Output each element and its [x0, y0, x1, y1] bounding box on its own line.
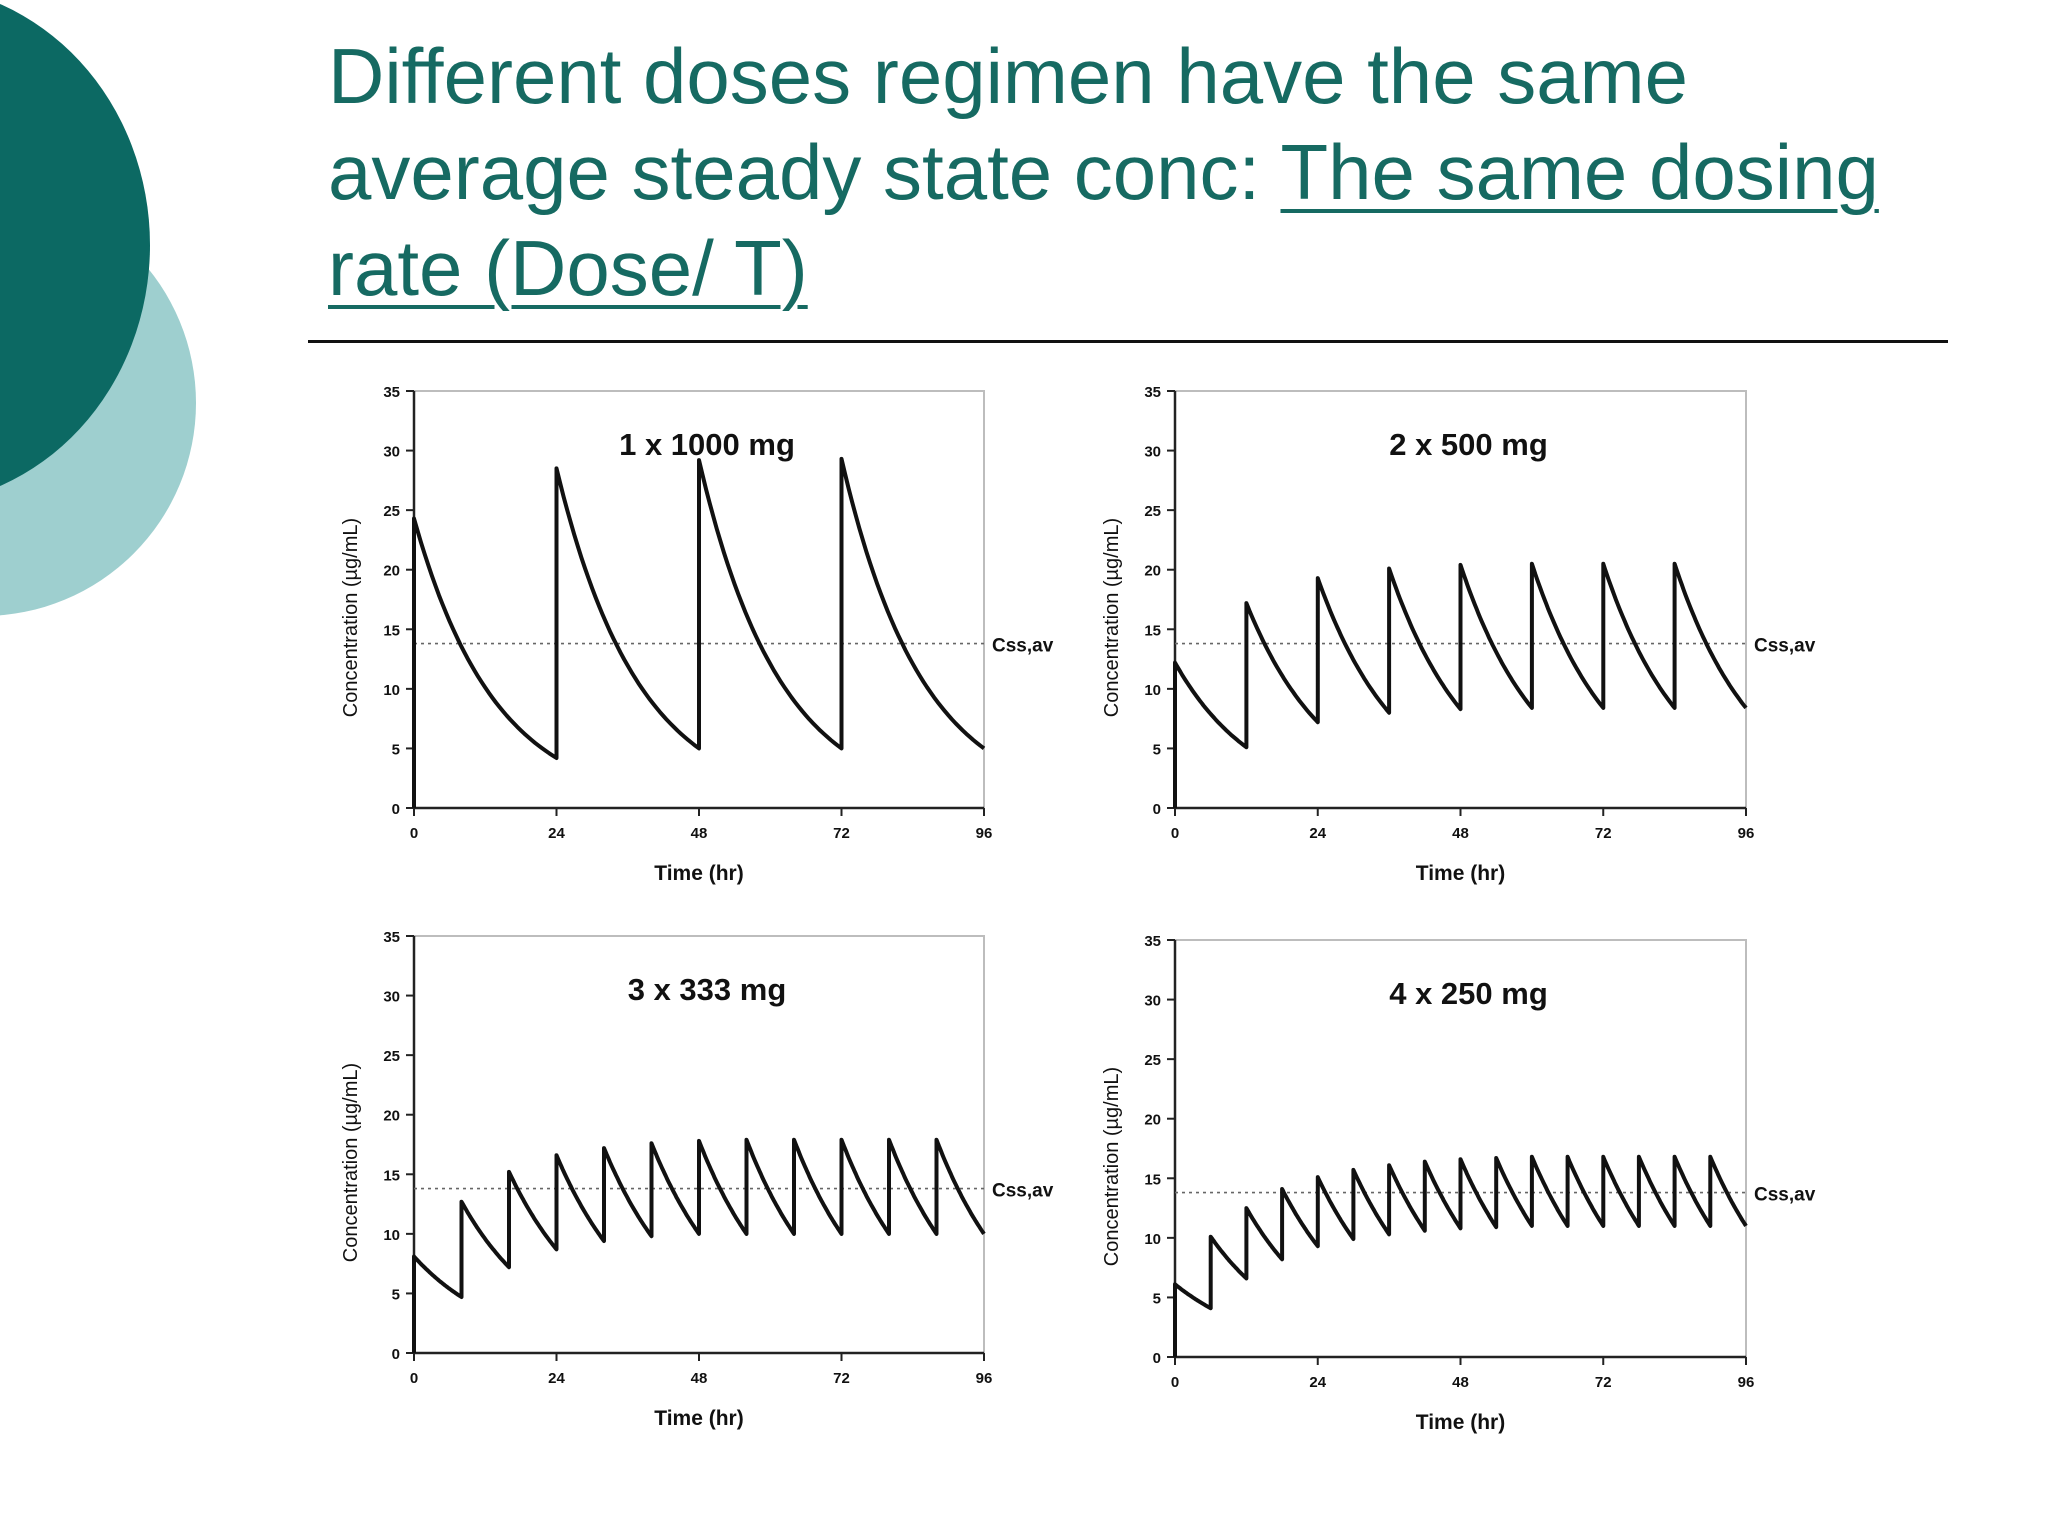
y-tick-label: 10 [1144, 682, 1161, 699]
slide-title-underlined-text: The same dosing rate (Dose/ T) [328, 128, 1879, 312]
css-av-label: Css,av [1754, 1185, 1816, 1206]
css-av-label: Css,av [992, 636, 1054, 657]
x-tick-label: 24 [1309, 1374, 1326, 1391]
y-tick-label: 35 [383, 929, 400, 946]
x-tick-label: 72 [833, 825, 850, 842]
x-tick-label: 96 [976, 1370, 993, 1387]
y-axis-label: Concentration (µg/mL) [1101, 1067, 1123, 1266]
y-tick-label: 30 [383, 444, 400, 461]
y-tick-label: 30 [383, 989, 400, 1006]
x-tick-label: 72 [833, 1370, 850, 1387]
css-av-label: Css,av [992, 1181, 1054, 1202]
y-tick-label: 30 [1144, 444, 1161, 461]
chart-panel: 0 5 10 15 20 25 30 35 0 24 48 72 96 Time (hr) Concentr… [340, 384, 1054, 885]
x-axis-label: Time (hr) [1416, 862, 1505, 885]
y-tick-label: 15 [1144, 1171, 1161, 1188]
y-tick-label: 20 [383, 563, 400, 580]
chart-title: 3 x 333 mg [628, 972, 787, 1007]
y-tick-label: 20 [383, 1108, 400, 1125]
x-tick-label: 96 [1738, 1374, 1755, 1391]
title-divider [308, 340, 1948, 343]
x-tick-label: 0 [410, 825, 418, 842]
x-tick-label: 48 [691, 825, 708, 842]
y-tick-label: 10 [383, 1227, 400, 1244]
x-tick-label: 48 [1452, 1374, 1469, 1391]
slide-title: Different doses regimen have the same av… [328, 28, 1968, 316]
x-tick-label: 24 [548, 825, 565, 842]
x-tick-label: 0 [410, 1370, 418, 1387]
y-tick-label: 0 [392, 1346, 400, 1363]
y-tick-label: 5 [1153, 741, 1161, 758]
x-tick-label: 0 [1171, 1374, 1179, 1391]
y-tick-label: 0 [1153, 801, 1161, 818]
x-tick-label: 0 [1171, 825, 1179, 842]
y-tick-label: 15 [383, 622, 400, 639]
concentration-curve [1173, 1154, 1748, 1357]
y-tick-label: 35 [1144, 933, 1161, 950]
x-tick-label: 48 [1452, 825, 1469, 842]
x-tick-label: 72 [1595, 1374, 1612, 1391]
x-tick-label: 96 [976, 825, 993, 842]
x-tick-label: 24 [548, 1370, 565, 1387]
x-axis-label: Time (hr) [654, 1407, 743, 1430]
concentration-curve [1173, 561, 1748, 808]
chart-title: 2 x 500 mg [1389, 427, 1548, 462]
y-tick-label: 15 [1144, 622, 1161, 639]
chart-title: 1 x 1000 mg [619, 427, 795, 462]
chart-panel: 0 5 10 15 20 25 30 35 0 24 48 72 96 Time (hr) Concentr… [340, 929, 1054, 1430]
y-tick-label: 5 [392, 741, 400, 758]
x-tick-label: 72 [1595, 825, 1612, 842]
y-tick-label: 20 [1144, 1112, 1161, 1129]
x-tick-label: 24 [1309, 825, 1326, 842]
y-tick-label: 25 [383, 1048, 400, 1065]
y-tick-label: 35 [383, 384, 400, 401]
y-tick-label: 5 [392, 1286, 400, 1303]
y-tick-label: 10 [1144, 1231, 1161, 1248]
concentration-curve [412, 1137, 986, 1353]
y-tick-label: 0 [392, 801, 400, 818]
concentration-curve [412, 456, 986, 808]
y-tick-label: 25 [1144, 503, 1161, 520]
y-axis-label: Concentration (µg/mL) [340, 1063, 362, 1262]
y-tick-label: 35 [1144, 384, 1161, 401]
x-axis-label: Time (hr) [1416, 1411, 1505, 1434]
y-axis-label: Concentration (µg/mL) [1101, 518, 1123, 717]
y-tick-label: 0 [1153, 1350, 1161, 1367]
y-tick-label: 25 [383, 503, 400, 520]
css-av-label: Css,av [1754, 636, 1816, 657]
y-axis-label: Concentration (µg/mL) [340, 518, 362, 717]
slide-title-text: Different doses regimen have the same av… [328, 32, 1688, 216]
y-tick-label: 15 [383, 1167, 400, 1184]
y-tick-label: 20 [1144, 563, 1161, 580]
x-tick-label: 96 [1738, 825, 1755, 842]
x-axis-label: Time (hr) [654, 862, 743, 885]
chart-panel: 0 5 10 15 20 25 30 35 0 24 48 72 96 Time (hr) Concentr… [1101, 384, 1816, 885]
y-tick-label: 30 [1144, 993, 1161, 1010]
y-tick-label: 10 [383, 682, 400, 699]
chart-panel: 0 5 10 15 20 25 30 35 0 24 48 72 96 Time (hr) Concentr… [1101, 933, 1816, 1434]
y-tick-label: 5 [1153, 1290, 1161, 1307]
x-tick-label: 48 [691, 1370, 708, 1387]
chart-title: 4 x 250 mg [1389, 976, 1548, 1011]
y-tick-label: 25 [1144, 1052, 1161, 1069]
